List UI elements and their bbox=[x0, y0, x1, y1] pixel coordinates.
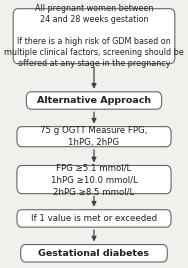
Text: If 1 value is met or exceeded: If 1 value is met or exceeded bbox=[31, 214, 157, 223]
FancyBboxPatch shape bbox=[26, 92, 162, 109]
Text: Alternative Approach: Alternative Approach bbox=[37, 96, 151, 105]
FancyBboxPatch shape bbox=[17, 210, 171, 227]
Text: Gestational diabetes: Gestational diabetes bbox=[39, 249, 149, 258]
FancyBboxPatch shape bbox=[17, 127, 171, 147]
Text: If there is a high risk of GDM based on: If there is a high risk of GDM based on bbox=[17, 37, 171, 46]
Text: offered at any stage in the pregnancy: offered at any stage in the pregnancy bbox=[18, 59, 170, 68]
FancyBboxPatch shape bbox=[17, 165, 171, 193]
Text: 1hPG ≥10.0 mmol/L: 1hPG ≥10.0 mmol/L bbox=[51, 175, 137, 184]
Text: 75 g OGTT Measure FPG,: 75 g OGTT Measure FPG, bbox=[40, 126, 148, 135]
Text: 2hPG ≥8.5 mmol/L: 2hPG ≥8.5 mmol/L bbox=[53, 187, 135, 196]
Text: multiple clinical factors, screening should be: multiple clinical factors, screening sho… bbox=[4, 48, 184, 57]
Text: 1hPG, 2hPG: 1hPG, 2hPG bbox=[68, 138, 120, 147]
FancyBboxPatch shape bbox=[13, 9, 175, 64]
FancyBboxPatch shape bbox=[21, 244, 167, 262]
Text: All pregnant women between: All pregnant women between bbox=[35, 5, 153, 13]
Text: 24 and 28 weeks gestation: 24 and 28 weeks gestation bbox=[40, 15, 148, 24]
Text: FPG ≥5.1 mmol/L: FPG ≥5.1 mmol/L bbox=[56, 163, 132, 172]
